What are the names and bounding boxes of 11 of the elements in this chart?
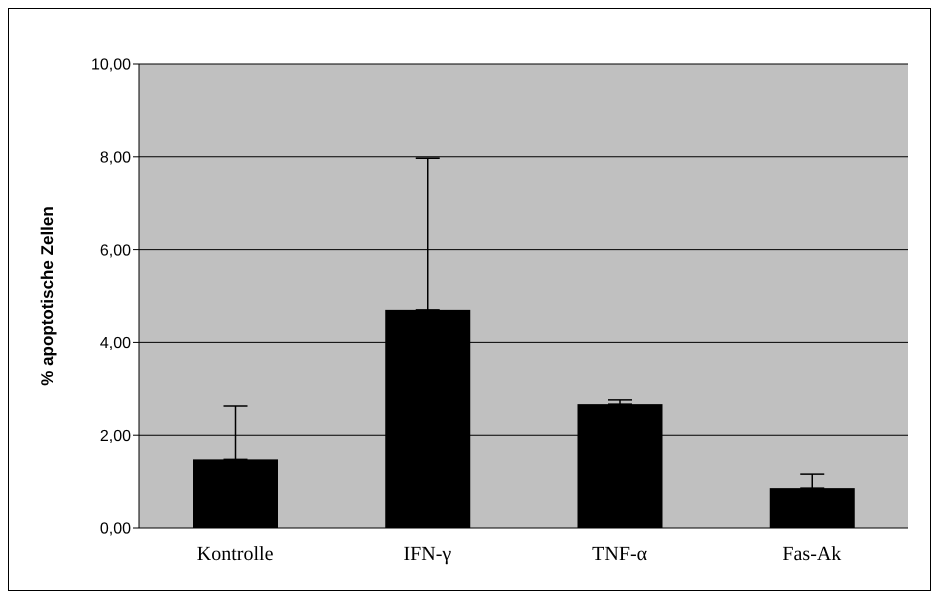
y-tick-label: 8,00: [100, 149, 132, 166]
x-tick-label: Fas-Ak: [782, 543, 842, 566]
y-tick-label: 2,00: [100, 428, 132, 445]
y-tick-label: 0,00: [100, 520, 132, 538]
x-tick-label: TNF-α: [592, 543, 648, 566]
x-tick-label: Kontrolle: [196, 543, 274, 566]
y-tick-label: 4,00: [100, 335, 132, 352]
y-axis-title: % apoptotische Zellen: [38, 206, 58, 386]
x-tick-label: IFN-γ: [404, 543, 452, 566]
y-tick-label: 6,00: [100, 242, 132, 260]
y-tick-label: 10,00: [90, 56, 132, 74]
